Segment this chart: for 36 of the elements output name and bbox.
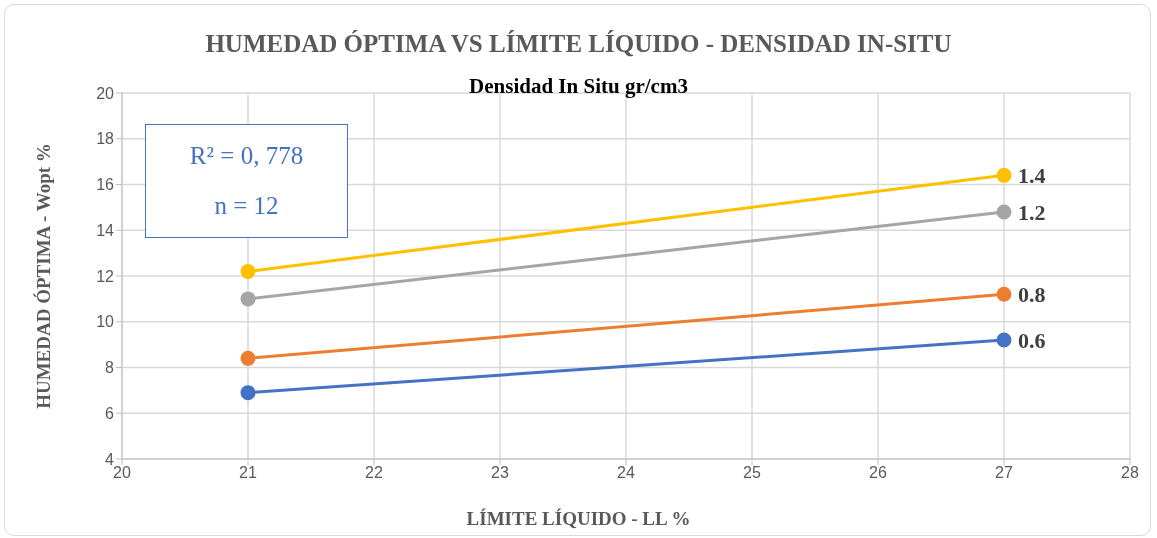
x-tick-label: 27 (995, 464, 1013, 482)
series-label: 1.4 (1018, 163, 1046, 189)
chart-subtitle: Densidad In Situ gr/cm3 (469, 74, 688, 98)
annotation: R² = 0, 778 (189, 142, 304, 170)
x-tick-label: 26 (869, 464, 887, 482)
point (240, 291, 256, 307)
annotation: n = 12 (214, 192, 279, 220)
y-tick-label: 4 (105, 450, 115, 468)
x-tick-label: 21 (239, 464, 257, 482)
y-tick-label: 6 (105, 404, 115, 422)
point (240, 263, 256, 279)
y-tick-label: 12 (96, 267, 115, 285)
series-label: 0.6 (1018, 328, 1046, 354)
point (240, 385, 256, 401)
y-tick-label: 8 (105, 359, 115, 377)
x-tick-label: 28 (1121, 464, 1139, 482)
text-box: R² = 0, 778 n = 12 (145, 124, 348, 238)
x-axis-title: LÍMITE LÍQUIDO - LL % (465, 508, 692, 530)
y-tick-label: 16 (96, 176, 115, 194)
point (240, 350, 256, 366)
x-tick-label: 22 (365, 464, 383, 482)
series-label: 0.8 (1018, 282, 1046, 308)
x-tick-label: 24 (617, 464, 635, 482)
y-tick-label: 10 (96, 313, 115, 331)
chart-title: HUMEDAD ÓPTIMA VS LÍMITE LÍQUIDO - DENSIDAD IN-SITU (204, 30, 953, 58)
y-tick-label: 18 (96, 130, 115, 148)
point (996, 204, 1012, 220)
y-tick-label: 14 (96, 221, 115, 239)
y-axis-title: HUMEDAD ÓPTIMA - Wopt % (33, 143, 55, 409)
point (996, 286, 1012, 302)
y-tick-label: 20 (96, 84, 115, 102)
series-label: 1.2 (1018, 199, 1046, 225)
x-tick-label: 25 (743, 464, 761, 482)
point (996, 332, 1012, 348)
x-tick-label: 23 (491, 464, 509, 482)
point (996, 167, 1012, 183)
